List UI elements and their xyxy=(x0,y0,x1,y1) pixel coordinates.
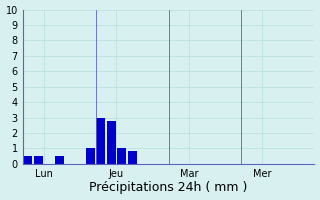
Bar xyxy=(117,148,126,164)
Bar xyxy=(86,148,95,164)
X-axis label: Précipitations 24h ( mm ): Précipitations 24h ( mm ) xyxy=(89,181,248,194)
Bar xyxy=(34,156,43,164)
Bar xyxy=(55,156,64,164)
Bar xyxy=(96,118,105,164)
Bar xyxy=(107,121,116,164)
Bar xyxy=(23,156,32,164)
Bar xyxy=(128,151,137,164)
